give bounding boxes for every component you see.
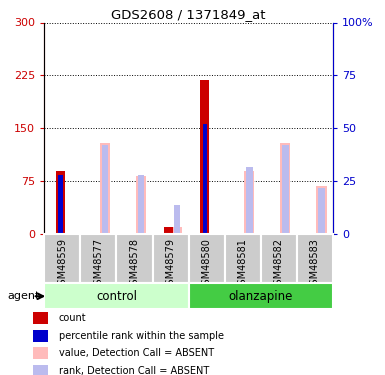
Text: olanzapine: olanzapine bbox=[229, 290, 293, 303]
Bar bbox=[80, 234, 116, 283]
Bar bbox=[44, 234, 80, 283]
Bar bbox=[33, 365, 48, 375]
Text: GSM48582: GSM48582 bbox=[274, 238, 284, 291]
Bar bbox=[297, 234, 333, 283]
Bar bbox=[56, 171, 65, 234]
Bar bbox=[282, 146, 289, 234]
Bar bbox=[33, 312, 48, 324]
Bar bbox=[200, 80, 209, 234]
Text: percentile rank within the sample: percentile rank within the sample bbox=[59, 331, 224, 340]
Bar bbox=[246, 166, 253, 234]
Bar bbox=[44, 283, 189, 309]
Text: GSM48578: GSM48578 bbox=[129, 238, 139, 291]
Bar bbox=[261, 234, 297, 283]
Bar bbox=[33, 330, 48, 342]
Bar bbox=[138, 175, 144, 234]
Text: GSM48559: GSM48559 bbox=[57, 238, 67, 291]
Bar bbox=[203, 124, 207, 234]
Bar bbox=[152, 234, 189, 283]
Bar bbox=[189, 283, 333, 309]
Bar bbox=[225, 234, 261, 283]
Bar bbox=[172, 227, 182, 234]
Bar bbox=[189, 234, 225, 283]
Text: rank, Detection Call = ABSENT: rank, Detection Call = ABSENT bbox=[59, 366, 209, 375]
Bar bbox=[100, 142, 110, 234]
Bar bbox=[136, 177, 146, 234]
Text: GSM48581: GSM48581 bbox=[238, 238, 248, 291]
Text: GSM48583: GSM48583 bbox=[310, 238, 320, 291]
Bar bbox=[116, 234, 152, 283]
Bar bbox=[280, 142, 290, 234]
Text: value, Detection Call = ABSENT: value, Detection Call = ABSENT bbox=[59, 348, 214, 358]
Bar bbox=[316, 186, 326, 234]
Bar bbox=[318, 188, 325, 234]
Bar bbox=[244, 171, 254, 234]
Bar bbox=[102, 146, 108, 234]
Title: GDS2608 / 1371849_at: GDS2608 / 1371849_at bbox=[111, 8, 266, 21]
Bar bbox=[174, 205, 180, 234]
Text: agent: agent bbox=[8, 291, 40, 301]
Text: GSM48580: GSM48580 bbox=[202, 238, 212, 291]
Bar bbox=[33, 347, 48, 359]
Bar bbox=[164, 227, 173, 234]
Text: GSM48579: GSM48579 bbox=[166, 238, 176, 291]
Text: control: control bbox=[96, 290, 137, 303]
Text: GSM48577: GSM48577 bbox=[94, 238, 104, 291]
Text: count: count bbox=[59, 313, 87, 323]
Bar bbox=[59, 175, 63, 234]
